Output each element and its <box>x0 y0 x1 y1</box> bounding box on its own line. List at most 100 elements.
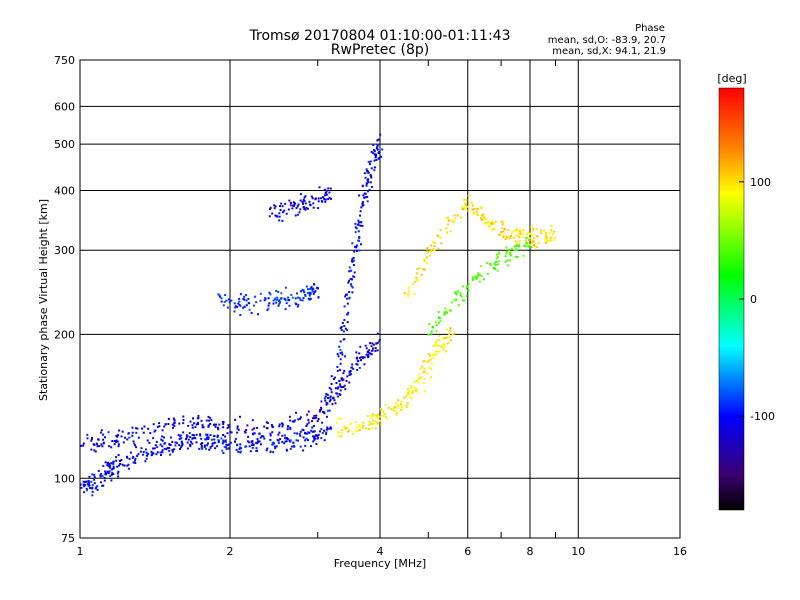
echo-point <box>106 462 109 465</box>
echo-point <box>375 414 378 417</box>
echo-point <box>531 240 534 243</box>
echo-point <box>315 442 318 445</box>
echo-point <box>403 396 406 399</box>
echo-point <box>302 436 305 439</box>
echo-point <box>330 197 332 200</box>
echo-point <box>222 441 225 444</box>
echo-point <box>346 302 349 305</box>
echo-point <box>339 362 342 365</box>
echo-point <box>206 433 209 436</box>
echo-point <box>104 436 106 439</box>
echo-point <box>126 455 128 458</box>
echo-point <box>513 249 516 252</box>
echo-point <box>323 429 325 432</box>
echo-point <box>345 380 348 382</box>
echo-point <box>326 428 329 430</box>
echo-point <box>508 251 511 254</box>
echo-point <box>169 436 172 439</box>
echo-point <box>145 457 148 460</box>
echo-point <box>369 174 372 176</box>
echo-point <box>373 150 376 153</box>
echo-point <box>298 211 301 214</box>
echo-point <box>141 453 144 456</box>
echo-point <box>368 423 371 426</box>
echo-point <box>494 268 497 270</box>
echo-point <box>372 343 375 346</box>
echo-point <box>360 243 362 246</box>
echo-point <box>444 227 447 230</box>
echo-point <box>363 363 366 366</box>
echo-point <box>430 330 433 333</box>
echo-point <box>463 198 466 201</box>
echo-point <box>350 366 353 369</box>
echo-point <box>376 144 379 147</box>
echo-point <box>435 330 438 333</box>
echo-point <box>413 386 416 389</box>
echo-point <box>530 225 533 228</box>
echo-point <box>408 393 410 395</box>
echo-point <box>372 419 375 422</box>
echo-point <box>329 398 332 401</box>
echo-point <box>137 453 140 456</box>
echo-point <box>325 431 328 434</box>
echo-point <box>277 303 280 306</box>
echo-point <box>211 438 213 441</box>
echo-point <box>478 273 481 276</box>
plot-grid <box>80 60 680 538</box>
echo-point <box>551 233 554 235</box>
echo-point <box>269 434 272 437</box>
echo-point <box>226 432 229 435</box>
echo-point <box>439 236 442 239</box>
echo-point <box>132 440 135 443</box>
echo-point <box>307 421 310 424</box>
echo-point <box>366 200 369 203</box>
echo-point <box>187 438 190 441</box>
echo-point <box>428 254 431 257</box>
echo-point <box>299 445 302 448</box>
echo-point <box>136 454 139 457</box>
echo-point <box>340 418 343 421</box>
echo-point <box>213 435 216 437</box>
echo-point <box>282 211 284 214</box>
echo-point <box>228 425 231 428</box>
echo-point <box>339 352 342 354</box>
echo-point <box>299 430 302 433</box>
echo-point <box>153 430 156 433</box>
echo-point <box>312 292 315 295</box>
echo-point <box>155 453 158 456</box>
echo-point <box>509 259 512 262</box>
echo-point <box>351 278 354 281</box>
echo-point <box>480 275 483 278</box>
echo-point <box>308 294 311 297</box>
echo-point <box>422 268 425 271</box>
echo-point <box>442 348 445 351</box>
echo-point <box>361 356 364 359</box>
echo-point <box>347 311 350 314</box>
echo-point <box>259 292 262 295</box>
echo-point <box>430 376 432 378</box>
echo-point <box>552 239 555 241</box>
echo-point <box>356 223 359 226</box>
echo-point <box>343 325 346 327</box>
echo-point <box>535 235 538 237</box>
echo-point <box>207 415 210 418</box>
echo-point <box>293 432 296 435</box>
echo-point <box>487 224 490 227</box>
echo-point <box>133 442 136 445</box>
echo-point <box>245 299 248 302</box>
y-axis-label: Stationary phase Virtual Height [km] <box>37 199 50 401</box>
echo-point <box>200 419 203 422</box>
echo-point <box>340 435 343 438</box>
echo-point <box>509 235 512 237</box>
echo-point <box>341 379 344 382</box>
colorbar-tick-label: -100 <box>750 410 775 423</box>
echo-point <box>428 366 431 369</box>
echo-point <box>84 484 87 486</box>
echo-point <box>423 377 426 380</box>
echo-point <box>198 447 201 450</box>
echo-point <box>220 300 223 303</box>
echo-point <box>533 243 535 246</box>
echo-point <box>284 286 287 289</box>
echo-point <box>349 278 352 280</box>
echo-point <box>320 408 323 411</box>
